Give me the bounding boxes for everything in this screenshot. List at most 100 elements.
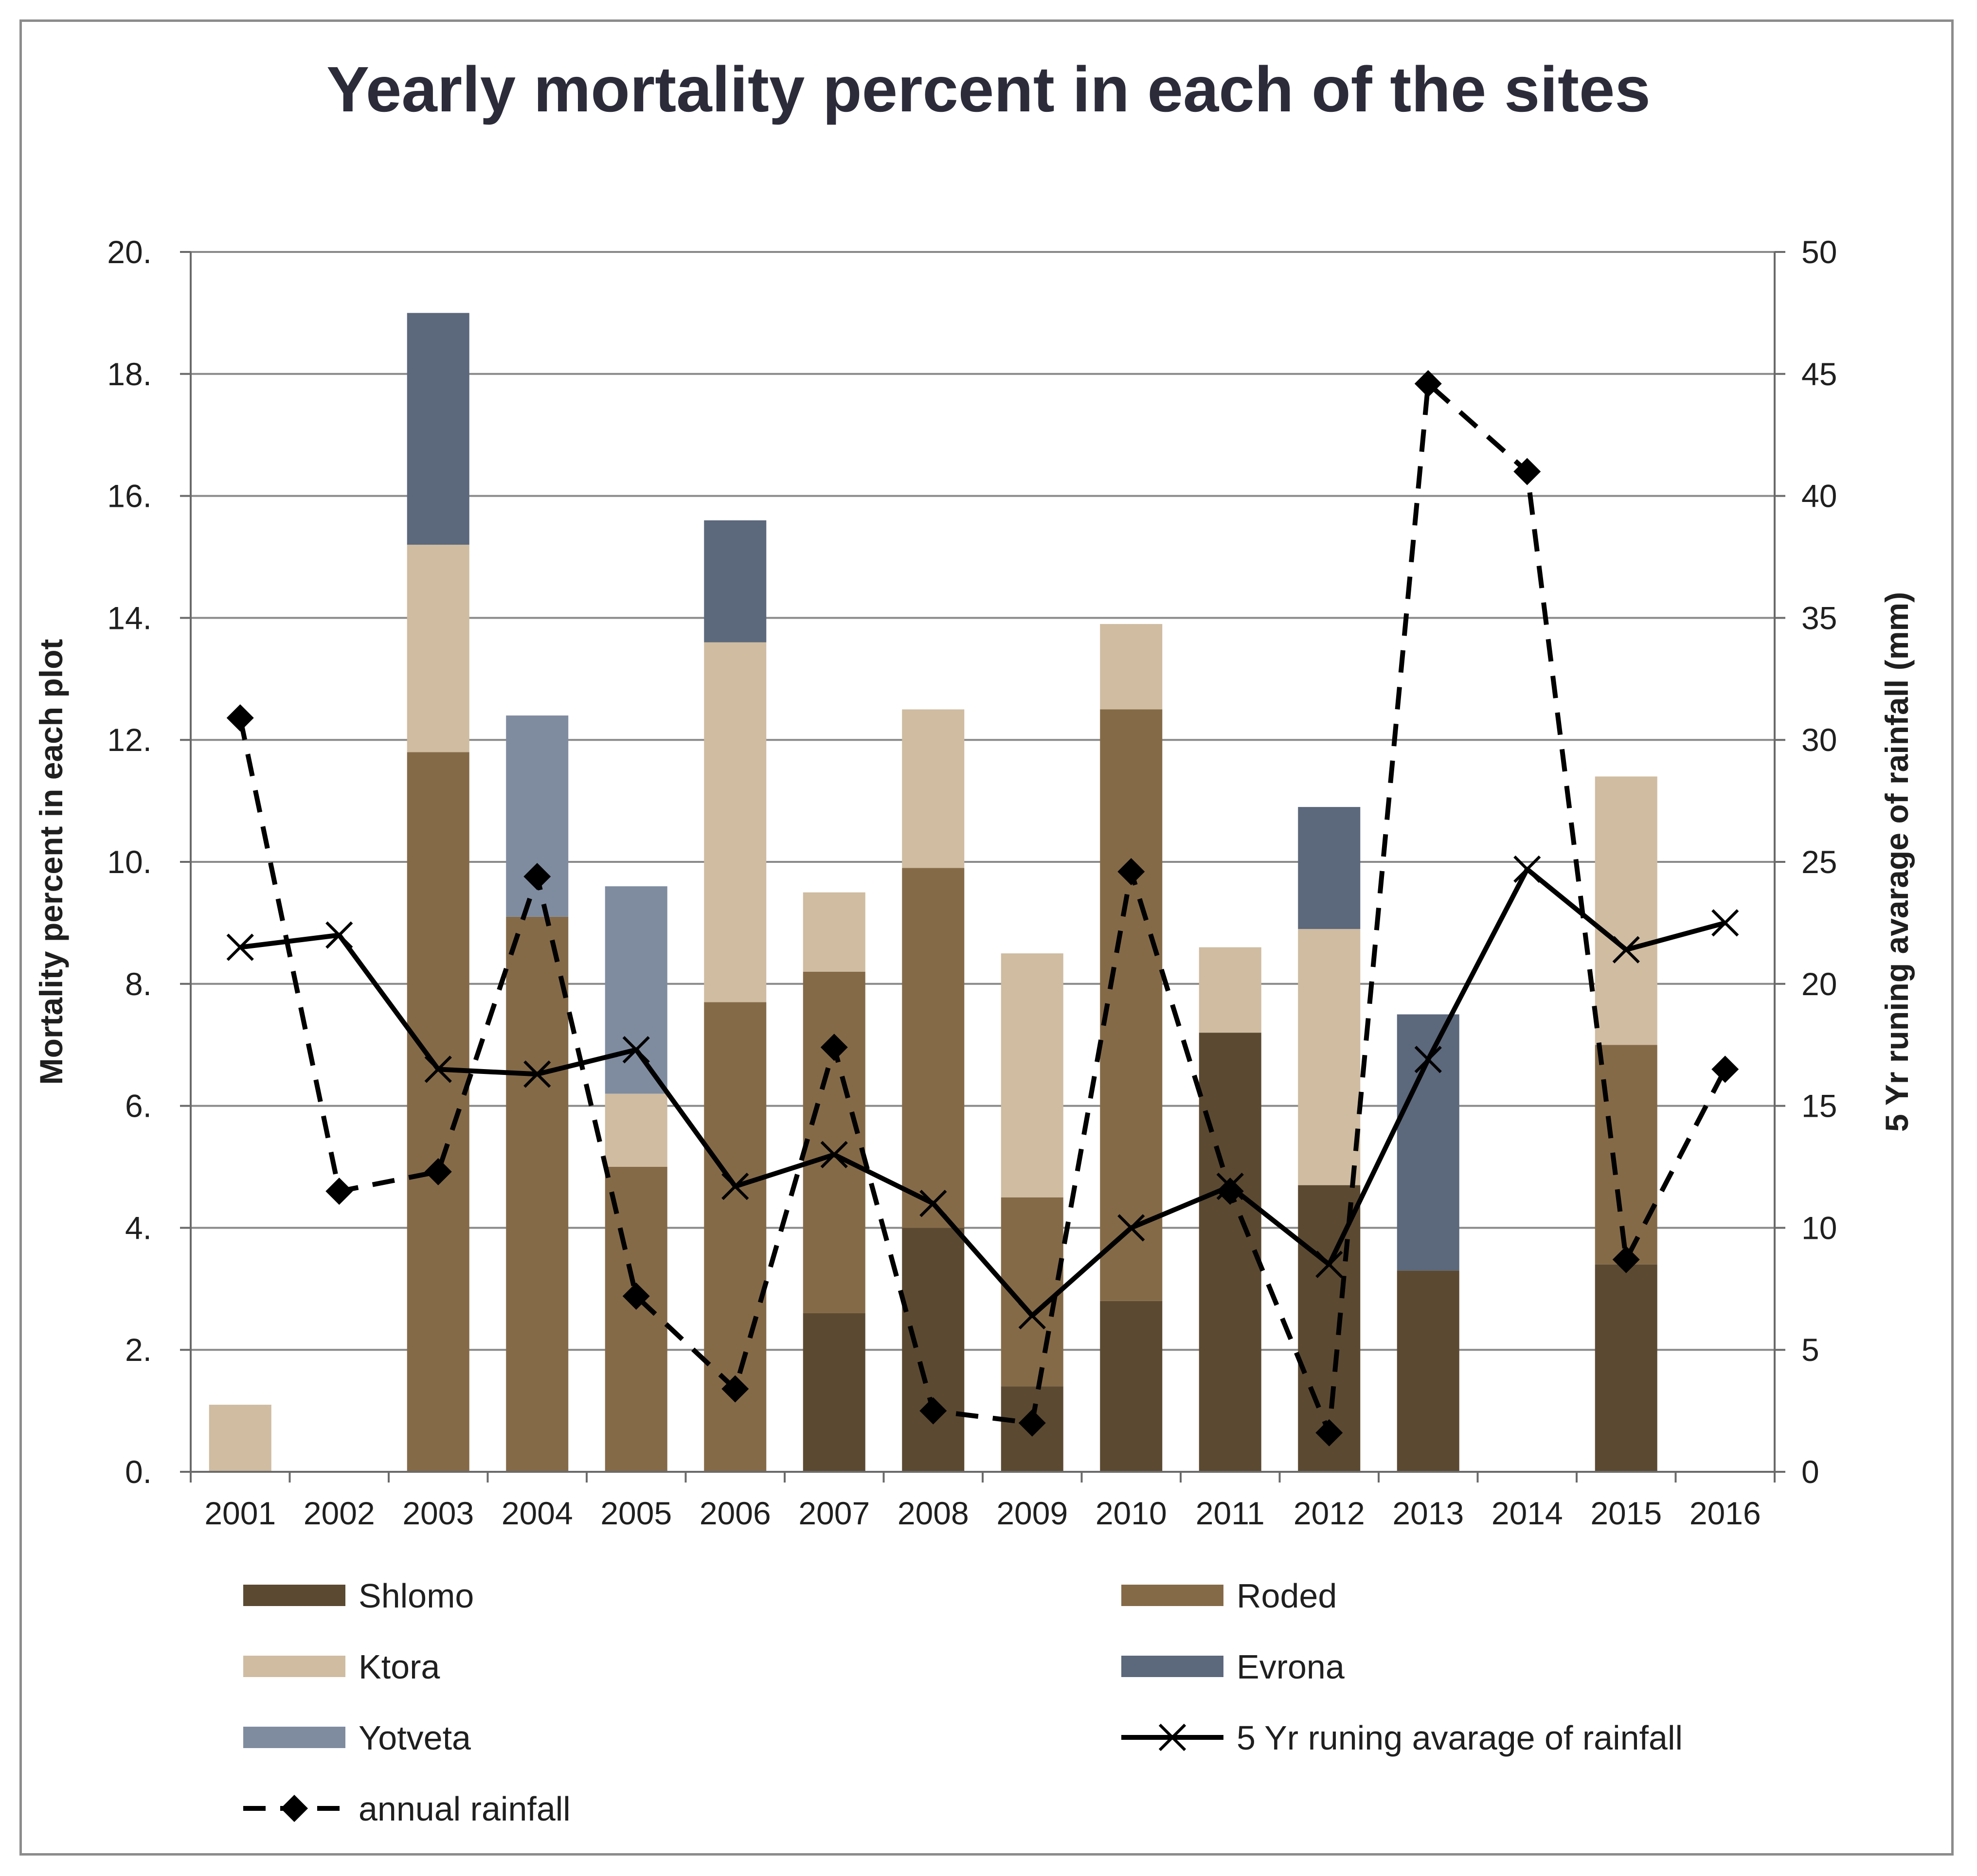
x-tick-label: 2007 — [798, 1495, 870, 1531]
bar-ktora-2012 — [1298, 929, 1361, 1185]
bar-ktora-2009 — [1001, 953, 1063, 1197]
legend-item-annual-rainfall: annual rainfall — [243, 1790, 571, 1828]
running-average-marker-2002 — [325, 921, 353, 949]
legend-label: Evrona — [1237, 1648, 1345, 1686]
y-tick-label: 0. — [125, 1454, 152, 1490]
bar-roded-2005 — [605, 1167, 667, 1472]
y-tick-label: 16. — [107, 478, 152, 514]
x-tick-label: 2011 — [1196, 1495, 1265, 1531]
running-average-marker-2012 — [1315, 1251, 1343, 1278]
running-average-marker-2001 — [226, 933, 254, 961]
line-layer — [226, 370, 1739, 1447]
annual-rainfall-marker-2006 — [721, 1375, 749, 1403]
y2-tick-label: 10 — [1801, 1210, 1837, 1246]
legend-label: Shlomo — [359, 1577, 474, 1615]
bar-evrona-2012 — [1298, 807, 1361, 929]
y-tick-label: 20. — [107, 234, 152, 270]
bar-ktora-2005 — [605, 1093, 667, 1167]
legend-label: Ktora — [359, 1648, 440, 1686]
annual-rainfall-marker-2014 — [1513, 458, 1541, 485]
running-average-marker-2007 — [820, 1141, 848, 1169]
y2-tick-label: 5 — [1801, 1332, 1819, 1368]
y2-tick-label: 20 — [1801, 966, 1837, 1002]
x-tick-label: 2002 — [304, 1495, 375, 1531]
legend-item-yotveta: Yotveta — [243, 1719, 471, 1757]
annual-rainfall-marker-2004 — [523, 863, 551, 891]
running-average-line — [240, 867, 1726, 1318]
bar-ktora-2003 — [407, 544, 469, 752]
x-tick-label: 2003 — [402, 1495, 474, 1531]
annual-rainfall-marker-2005 — [622, 1282, 650, 1310]
legend-marker — [281, 1795, 308, 1822]
x-tick-label: 2010 — [1096, 1495, 1167, 1531]
running-average-marker-2013 — [1414, 1046, 1442, 1073]
bar-shlomo-2008 — [902, 1228, 965, 1472]
x-tick-label: 2016 — [1689, 1495, 1761, 1531]
annual-rainfall-marker-2012 — [1315, 1419, 1343, 1447]
running-average-marker-2005 — [622, 1036, 650, 1064]
running-average-marker-2003 — [424, 1055, 452, 1083]
bar-roded-2007 — [803, 971, 865, 1313]
y-tick-label: 6. — [125, 1088, 152, 1124]
legend-item-evrona: Evrona — [1121, 1648, 1345, 1686]
chart-frame — [19, 19, 1954, 1856]
bar-shlomo-2015 — [1595, 1264, 1657, 1472]
x-tick-label: 2014 — [1492, 1495, 1563, 1531]
legend-item-ktora: Ktora — [243, 1648, 440, 1686]
y2-axis-title: 5 Yr runing avarage of rainfall (mm) — [1879, 592, 1915, 1132]
annual-rainfall-marker-2007 — [820, 1034, 848, 1061]
annual-rainfall-marker-2002 — [325, 1178, 353, 1205]
bar-ktora-2010 — [1100, 624, 1163, 710]
bar-roded-2008 — [902, 868, 965, 1228]
x-tick-label: 2008 — [898, 1495, 969, 1531]
y2-tick-label: 15 — [1801, 1088, 1837, 1124]
bar-shlomo-2010 — [1100, 1301, 1163, 1472]
y-tick-label: 18. — [107, 356, 152, 392]
annual-rainfall-marker-2008 — [919, 1397, 947, 1425]
bar-shlomo-2013 — [1397, 1270, 1459, 1472]
legend-item-roded: Roded — [1121, 1577, 1337, 1615]
y-axis-title: Mortality percent in each plot — [33, 639, 69, 1085]
running-average-marker-2008 — [919, 1190, 947, 1217]
bar-ktora-2011 — [1199, 947, 1261, 1033]
x-tick-label: 2009 — [996, 1495, 1068, 1531]
x-tick-label: 2001 — [204, 1495, 276, 1531]
bar-roded-2010 — [1100, 709, 1163, 1301]
y2-tick-label: 0 — [1801, 1454, 1819, 1490]
annual-rainfall-marker-2003 — [424, 1158, 452, 1186]
running-average-marker-2010 — [1117, 1214, 1145, 1242]
running-average-marker-2009 — [1018, 1302, 1046, 1330]
x-tick-label: 2012 — [1294, 1495, 1365, 1531]
axes: 0. 2. 4. 6. 8. 10. 12. 14. 16. 18. 20. 0 5 10 15 20 25 30… — [33, 234, 1915, 1531]
bar-ktora-2001 — [209, 1405, 271, 1472]
y-tick-label: 12. — [107, 722, 152, 758]
x-tick-label: 2015 — [1590, 1495, 1662, 1531]
legend-swatch — [243, 1727, 345, 1748]
annual-rainfall-marker-2010 — [1117, 858, 1145, 886]
annual-rainfall-marker-2001 — [226, 704, 254, 732]
legend-swatch — [1121, 1585, 1223, 1606]
running-average-marker-2006 — [721, 1173, 749, 1200]
y-tick-label: 14. — [107, 600, 152, 636]
annual-rainfall-marker-2011 — [1216, 1178, 1244, 1205]
y-tick-label: 4. — [125, 1210, 152, 1246]
legend-item-shlomo: Shlomo — [243, 1577, 474, 1615]
legend-label: 5 Yr runing avarage of rainfall — [1237, 1719, 1683, 1757]
legend-swatch — [1121, 1656, 1223, 1677]
running-average-marker-2015 — [1612, 936, 1640, 964]
legend-label: Roded — [1237, 1577, 1337, 1615]
annual-rainfall-marker-2015 — [1612, 1246, 1640, 1273]
annual-rainfall-marker-2009 — [1018, 1409, 1046, 1437]
y2-tick-label: 30 — [1801, 722, 1837, 758]
running-average-marker-2014 — [1513, 855, 1541, 883]
bar-ktora-2008 — [902, 709, 965, 868]
legend-swatch — [243, 1585, 345, 1606]
annual-rainfall-marker-2016 — [1711, 1055, 1739, 1083]
y-tick-label: 8. — [125, 966, 152, 1002]
running-average-marker-2004 — [523, 1060, 551, 1088]
bar-evrona-2006 — [704, 520, 767, 643]
x-tick-label: 2013 — [1392, 1495, 1464, 1531]
legend-label: Yotveta — [359, 1719, 471, 1757]
y-tick-label: 10. — [107, 844, 152, 880]
bar-roded-2015 — [1595, 1045, 1657, 1265]
